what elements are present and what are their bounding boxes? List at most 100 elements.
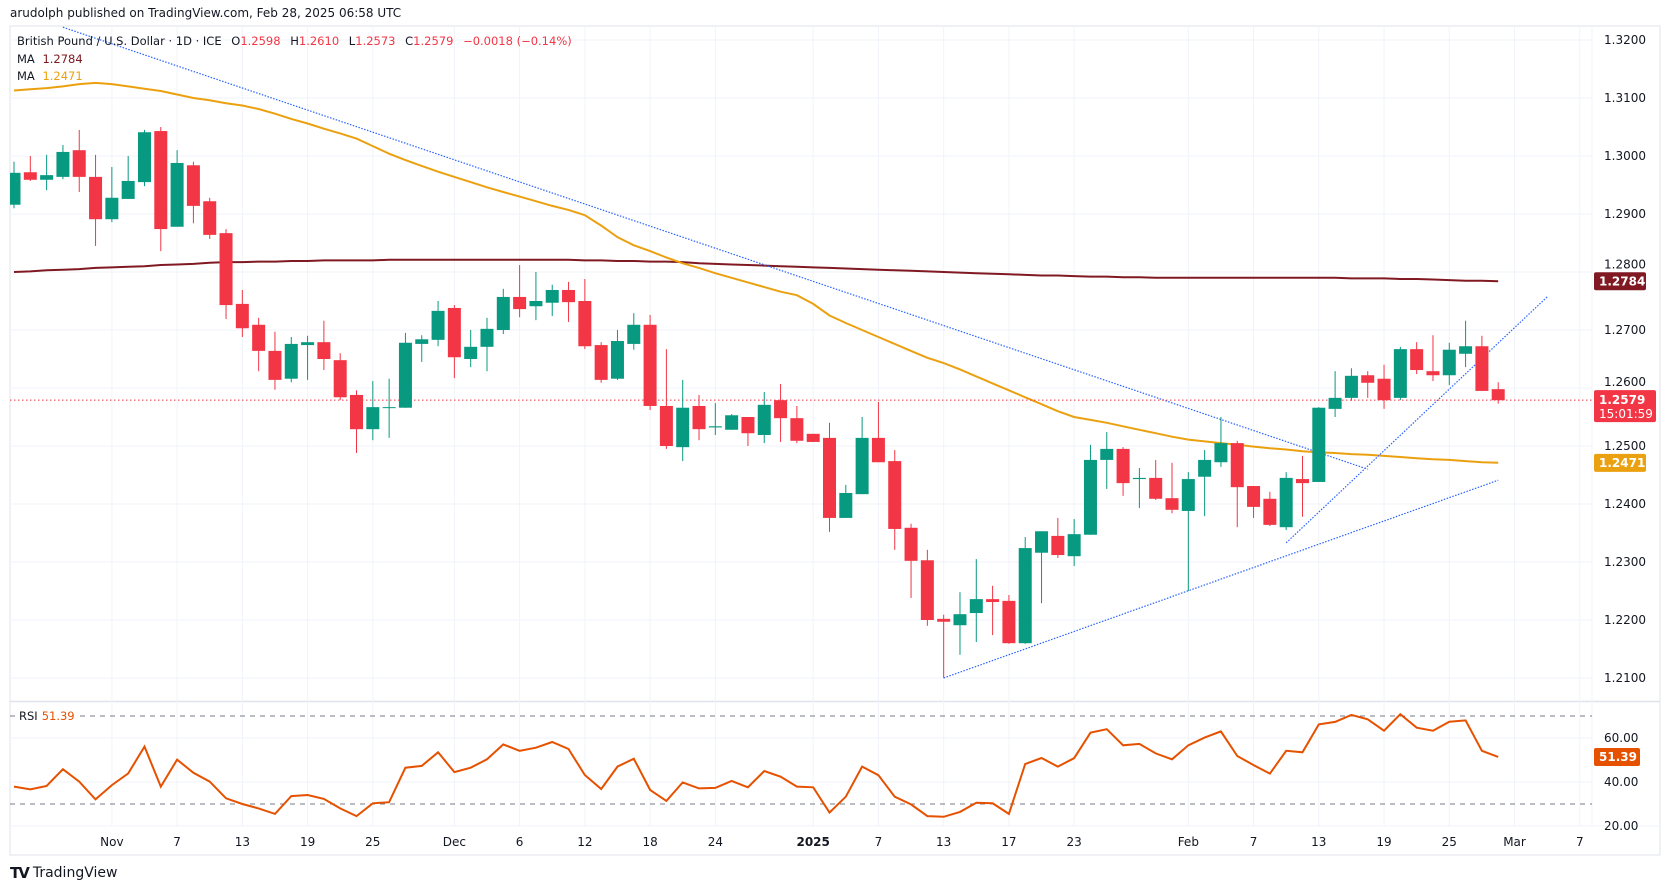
candle[interactable] [1083, 444, 1097, 535]
symbol-title[interactable]: British Pound / U.S. Dollar · 1D · ICE [17, 34, 222, 48]
candle[interactable] [823, 422, 836, 532]
rsi-legend[interactable]: RSI 51.39 [17, 709, 77, 723]
candle[interactable] [235, 289, 249, 337]
candle[interactable] [1459, 320, 1473, 368]
rsi-pane[interactable] [13, 712, 1499, 818]
candle[interactable] [545, 284, 559, 317]
candle[interactable] [659, 349, 673, 449]
candle[interactable] [774, 383, 788, 442]
candle[interactable] [1198, 450, 1212, 517]
candle[interactable] [40, 154, 54, 191]
candle[interactable] [72, 129, 86, 192]
candle[interactable] [317, 320, 331, 371]
candle[interactable] [839, 484, 853, 518]
candle[interactable] [757, 392, 771, 444]
candle[interactable] [790, 405, 804, 444]
candle[interactable] [562, 281, 576, 322]
candle[interactable] [578, 278, 592, 350]
candle[interactable] [627, 313, 641, 350]
candle[interactable] [447, 305, 461, 379]
candle[interactable] [203, 197, 217, 239]
trendline[interactable] [943, 479, 1499, 679]
candle[interactable] [252, 317, 266, 372]
candle[interactable] [56, 144, 70, 180]
candle[interactable] [89, 154, 103, 246]
candle[interactable] [741, 417, 755, 446]
candle[interactable] [855, 417, 869, 495]
price-pane[interactable] [8, 26, 1593, 679]
candle[interactable] [366, 381, 380, 441]
candle[interactable] [1328, 371, 1342, 417]
candle[interactable] [1393, 346, 1407, 401]
candle[interactable] [1475, 335, 1489, 391]
candle[interactable] [513, 265, 527, 318]
candle[interactable] [529, 272, 543, 321]
candle[interactable] [692, 394, 706, 441]
candle[interactable] [1344, 368, 1358, 401]
candle[interactable] [1035, 531, 1049, 604]
ma-long-line[interactable] [13, 258, 1499, 283]
candle[interactable] [953, 592, 967, 655]
candle[interactable] [1100, 432, 1114, 489]
candle[interactable] [1181, 472, 1195, 591]
ma-short-line[interactable] [13, 81, 1499, 464]
candle[interactable] [1149, 459, 1163, 500]
candle[interactable] [496, 288, 510, 335]
candle[interactable] [1051, 517, 1065, 558]
candle[interactable] [1018, 537, 1032, 644]
candle[interactable] [219, 229, 233, 319]
candle[interactable] [1442, 342, 1456, 386]
candle[interactable] [871, 401, 885, 463]
candle[interactable] [186, 161, 200, 224]
trendline[interactable] [1285, 296, 1548, 544]
candle[interactable] [1067, 519, 1081, 567]
candle[interactable] [1165, 462, 1179, 514]
candle[interactable] [415, 335, 429, 362]
candle[interactable] [1426, 335, 1440, 382]
candle[interactable] [154, 127, 168, 252]
candle[interactable] [170, 150, 184, 227]
candle[interactable] [1002, 595, 1016, 644]
candle[interactable] [708, 403, 722, 435]
candle[interactable] [1116, 447, 1130, 496]
candle[interactable] [969, 559, 983, 643]
candle[interactable] [333, 353, 347, 401]
candle[interactable] [937, 614, 951, 678]
candle[interactable] [725, 414, 739, 430]
candle[interactable] [431, 301, 445, 347]
candle[interactable] [1214, 417, 1228, 467]
candle[interactable] [480, 317, 494, 372]
candle[interactable] [301, 335, 315, 380]
candle[interactable] [676, 379, 690, 462]
candle[interactable] [643, 314, 657, 411]
candle[interactable] [1312, 407, 1326, 482]
candle[interactable] [464, 330, 478, 368]
candle[interactable] [105, 167, 119, 223]
candle[interactable] [121, 156, 135, 199]
candle[interactable] [1279, 472, 1293, 531]
candle[interactable] [986, 585, 1000, 636]
candle[interactable] [610, 330, 624, 380]
candle[interactable] [806, 433, 820, 442]
candle[interactable] [398, 332, 412, 408]
candle[interactable] [1377, 364, 1391, 409]
candle[interactable] [268, 331, 282, 390]
candle[interactable] [8, 161, 21, 209]
ma-short-legend[interactable]: MA 1.2471 [17, 69, 83, 83]
candle[interactable] [920, 549, 934, 626]
candle[interactable] [284, 336, 298, 383]
candle[interactable] [1230, 440, 1244, 528]
ma-long-legend[interactable]: MA 1.2784 [17, 52, 83, 66]
candle[interactable] [1410, 342, 1424, 375]
candle[interactable] [1263, 491, 1277, 527]
candle[interactable] [1491, 382, 1505, 404]
candle[interactable] [23, 156, 37, 181]
footer-brand[interactable]: TV TradingView [10, 864, 117, 882]
candle[interactable] [1361, 371, 1375, 398]
candle[interactable] [904, 523, 918, 598]
candle[interactable] [382, 378, 396, 438]
candle[interactable] [594, 342, 608, 383]
candle[interactable] [1132, 468, 1146, 509]
candle[interactable] [1295, 455, 1309, 517]
